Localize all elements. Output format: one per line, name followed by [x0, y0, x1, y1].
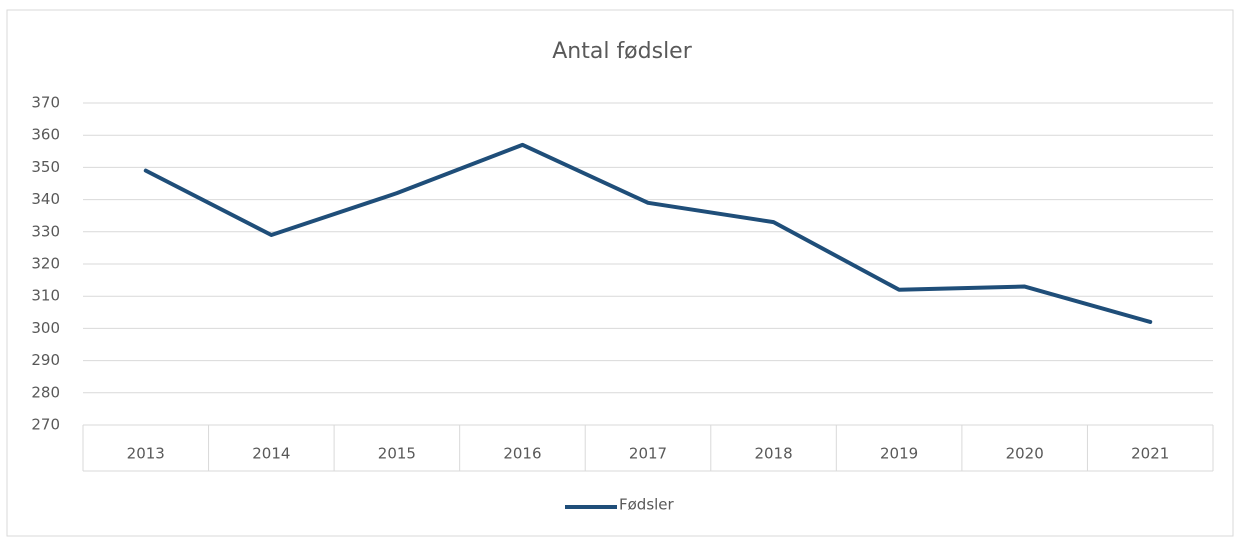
y-tick-label: 290	[31, 351, 60, 369]
x-tick-label: 2020	[1006, 445, 1044, 463]
x-tick-label: 2016	[503, 445, 541, 463]
y-tick-label: 330	[31, 222, 60, 240]
chart-border	[6, 9, 1234, 537]
y-tick-label: 280	[31, 383, 60, 401]
data-line	[143, 142, 1153, 324]
x-tick-label: 2019	[880, 445, 918, 463]
chart-title: Antal fødsler	[552, 39, 692, 64]
y-tick-label: 340	[31, 190, 60, 208]
x-tick-label: 2017	[629, 445, 667, 463]
x-tick-label: 2018	[754, 445, 792, 463]
x-tick-label: 2014	[252, 445, 290, 463]
x-tick-label: 2013	[127, 445, 165, 463]
y-tick-label: 270	[31, 416, 60, 434]
y-tick-label: 320	[31, 255, 60, 273]
y-tick-label: 300	[31, 319, 60, 337]
x-tick-label: 2021	[1131, 445, 1169, 463]
y-tick-label: 350	[31, 158, 60, 176]
y-tick-label: 360	[31, 126, 60, 144]
x-tick-label: 2015	[378, 445, 416, 463]
y-tick-label: 310	[31, 287, 60, 305]
legend-label: Fødsler	[619, 496, 675, 514]
y-tick-label: 370	[31, 94, 60, 112]
